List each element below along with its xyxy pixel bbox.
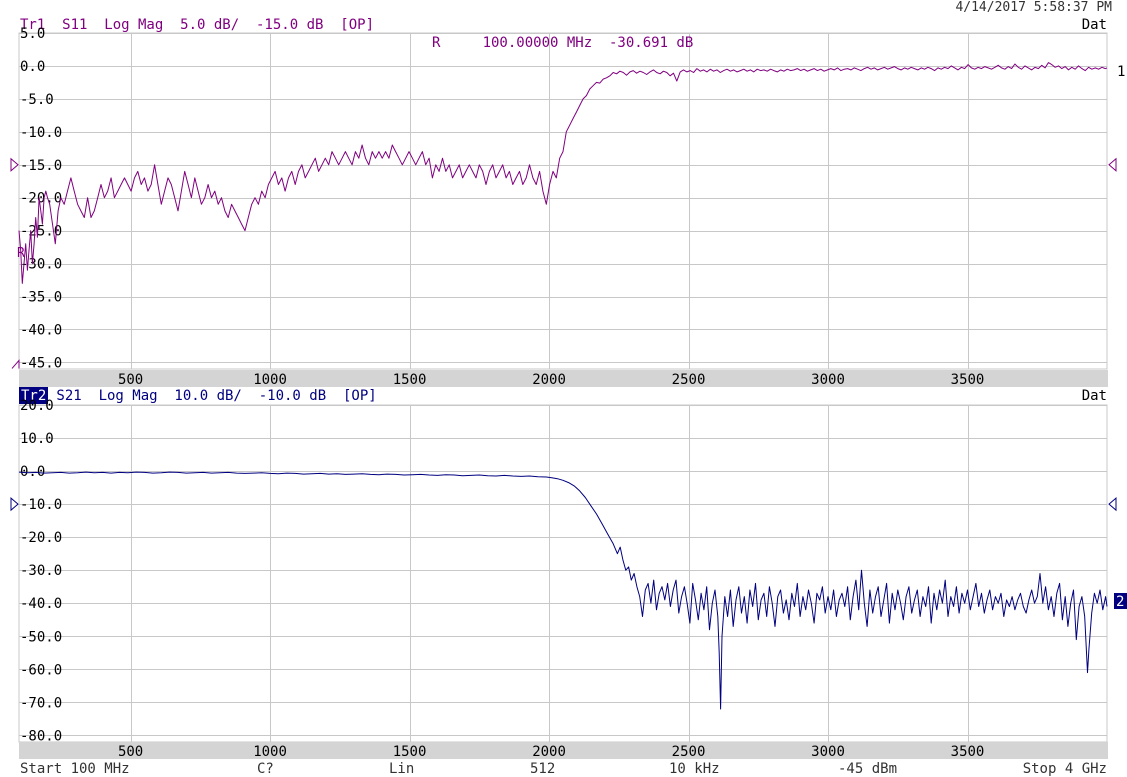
trace1-grid [18, 32, 1108, 370]
trace2-s21-line [18, 471, 1108, 710]
x-tick-label: 500 [118, 744, 143, 760]
trace2-y-tick-labels: 20.010.00.0-10.0-20.0-30.0-40.0-50.0-60.… [20, 398, 62, 744]
trace1-header[interactable]: Tr1 S11 Log Mag 5.0 dB/ -15.0 dB [OP] [20, 17, 374, 33]
x-tick-label: 3500 [951, 372, 985, 388]
x-tick-label: 1000 [253, 372, 287, 388]
y-tick-label: -30.0 [20, 257, 62, 273]
trace2-status: Dat [1082, 388, 1107, 404]
y-tick-label: -60.0 [20, 662, 62, 678]
y-tick-label: -30.0 [20, 563, 62, 579]
x-tick-label: 3000 [811, 744, 845, 760]
footer-power[interactable]: -45 dBm [838, 761, 897, 777]
trace2-x-axis-band [19, 742, 1108, 759]
plot-frame [18, 404, 1108, 743]
y-tick-label: -20.0 [20, 191, 62, 207]
footer-sweep-type[interactable]: Lin [389, 761, 414, 777]
x-tick-label: 500 [118, 372, 143, 388]
trace1-reference-arrow-right[interactable] [1108, 157, 1117, 172]
trace2-reference-arrow-right[interactable] [1108, 497, 1117, 512]
plot-frame [18, 32, 1108, 370]
marker-triangle[interactable] [11, 359, 20, 369]
y-tick-label: -40.0 [20, 596, 62, 612]
trace2-reference-arrow-left[interactable] [10, 497, 19, 512]
trace1-x-axis-band [19, 370, 1108, 387]
y-tick-label: 20.0 [20, 398, 54, 414]
y-tick-label: 10.0 [20, 431, 54, 447]
y-tick-label: -35.0 [20, 290, 62, 306]
trace2-active-tag-bg [19, 387, 48, 404]
x-tick-label: 2000 [532, 744, 566, 760]
footer-ifbw[interactable]: 10 kHz [669, 761, 720, 777]
trace1-x-tick-labels: 500 1000 1500 2000 2500 3000 3500 [118, 372, 984, 388]
y-tick-label: -80.0 [20, 728, 62, 744]
footer-channel[interactable]: C? [257, 761, 274, 777]
x-tick-label: 2500 [672, 744, 706, 760]
trace2-active-tag[interactable]: Tr2 [21, 388, 46, 404]
x-tick-label: 3000 [811, 372, 845, 388]
y-tick-label: -10.0 [20, 125, 62, 141]
trace2-header[interactable]: S21 Log Mag 10.0 dB/ -10.0 dB [OP] [48, 388, 377, 404]
footer-stop[interactable]: Stop 4 GHz [1023, 761, 1107, 777]
x-tick-label: 1500 [393, 372, 427, 388]
y-tick-label: -5.0 [20, 92, 54, 108]
trace2-number-label: 2 [1116, 594, 1124, 610]
x-tick-label: 2000 [532, 372, 566, 388]
y-tick-label: -50.0 [20, 629, 62, 645]
y-tick-label: -70.0 [20, 695, 62, 711]
y-tick-label: -20.0 [20, 530, 62, 546]
footer-start[interactable]: Start 100 MHz [20, 761, 130, 777]
y-tick-label: -45.0 [20, 355, 62, 371]
x-tick-label: 3500 [951, 744, 985, 760]
trace1-s11-line [18, 62, 1108, 284]
trace1-reference-arrow-left[interactable] [10, 157, 19, 172]
y-tick-label: 0.0 [20, 59, 45, 75]
timestamp: 4/14/2017 5:58:37 PM [955, 0, 1112, 15]
y-tick-label: -40.0 [20, 322, 62, 338]
trace2-x-tick-labels: 500 1000 1500 2000 2500 3000 3500 [118, 744, 984, 760]
trace1-y-tick-labels: 5.00.0-5.0-10.0-15.0-20.0-25.0-30.0-35.0… [20, 26, 62, 371]
trace2-number-badge [1114, 593, 1127, 609]
trace1-status: Dat [1082, 17, 1107, 33]
marker-label: R [17, 246, 25, 261]
y-tick-label: -10.0 [20, 497, 62, 513]
x-tick-label: 1500 [393, 744, 427, 760]
y-tick-label: -15.0 [20, 158, 62, 174]
footer-points[interactable]: 512 [530, 761, 555, 777]
marker-readout: R 100.00000 MHz -30.691 dB [432, 35, 693, 51]
trace2-grid [18, 404, 1108, 743]
x-tick-label: 2500 [672, 372, 706, 388]
y-tick-label: 5.0 [20, 26, 45, 42]
trace1-number-label: 1 [1117, 64, 1125, 80]
x-tick-label: 1000 [253, 744, 287, 760]
